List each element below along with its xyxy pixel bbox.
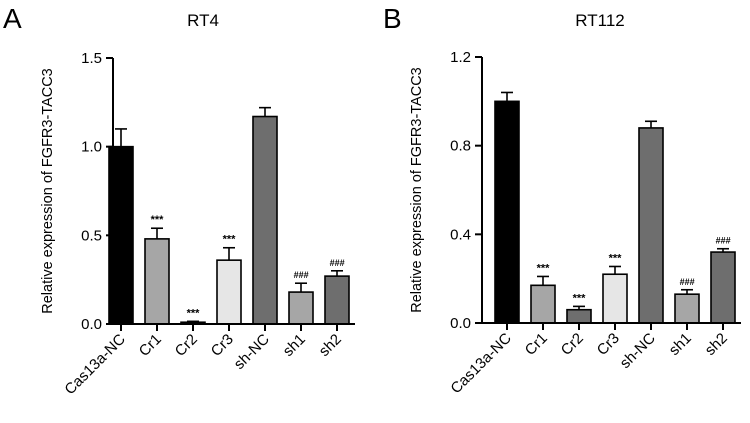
x-tick-label: sh-NC — [617, 330, 659, 372]
bar — [530, 284, 556, 324]
significance-label: *** — [609, 252, 623, 264]
x-tick-label: Cr2 — [558, 330, 587, 359]
y-tick-label: 0.5 — [81, 227, 102, 244]
bar — [602, 273, 628, 324]
y-tick-label: 0.8 — [450, 138, 471, 155]
bar — [710, 251, 736, 324]
y-tick-label: 0.0 — [81, 316, 102, 333]
y-tick-label: 1.0 — [81, 139, 102, 156]
x-tick-label: Cr1 — [522, 330, 551, 359]
chart-title: RT112 — [575, 11, 624, 30]
significance-label: *** — [537, 262, 551, 274]
y-tick-label: 0.4 — [450, 226, 471, 243]
x-tick-label: Cr3 — [208, 331, 237, 360]
significance-label: ### — [293, 270, 308, 280]
significance-label: *** — [573, 292, 587, 304]
bar — [638, 127, 664, 324]
bar — [252, 115, 278, 325]
significance-label: *** — [187, 307, 201, 319]
chart-panel-b: B RT112 Relative expression of FGFR3-TACC3… — [383, 3, 741, 397]
x-tick-label: sh1 — [280, 331, 309, 360]
x-tick-label: Cas13a-NC — [61, 331, 129, 399]
x-tick-label: Cr1 — [136, 331, 165, 360]
significance-label: *** — [151, 214, 165, 226]
x-tick-label: sh1 — [666, 330, 695, 359]
x-tick-label: sh2 — [702, 330, 731, 359]
x-tick-label: Cas13a-NC — [447, 330, 515, 398]
y-tick-label: 1.5 — [81, 50, 102, 67]
bar — [494, 100, 520, 324]
bar — [216, 259, 242, 325]
significance-label: ### — [329, 258, 344, 268]
x-tick-label: Cr2 — [172, 331, 201, 360]
bar — [108, 145, 134, 325]
bar — [674, 293, 700, 324]
bar — [324, 275, 350, 325]
x-tick-label: Cr3 — [594, 330, 623, 359]
x-tick-label: sh-NC — [231, 331, 273, 373]
y-tick-label: 0.0 — [450, 315, 471, 332]
significance-label: ### — [679, 277, 694, 287]
panel-letter: A — [3, 3, 22, 34]
bar — [566, 308, 592, 324]
significance-label: *** — [223, 234, 237, 246]
chart-panel-a: A RT4 Relative expression of FGFR3-TACC3 0.… — [3, 3, 355, 398]
panel-letter: B — [383, 3, 402, 34]
y-axis-title: Relative expression of FGFR3-TACC3 — [409, 67, 425, 313]
chart-title: RT4 — [187, 11, 219, 30]
significance-label: ### — [715, 236, 730, 246]
x-tick-label: sh2 — [316, 331, 345, 360]
bar — [288, 291, 314, 325]
y-axis-title: Relative expression of FGFR3-TACC3 — [40, 68, 56, 314]
y-tick-label: 1.2 — [450, 49, 471, 66]
bar — [144, 238, 170, 325]
